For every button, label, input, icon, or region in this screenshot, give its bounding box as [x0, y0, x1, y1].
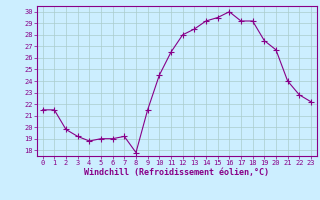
- X-axis label: Windchill (Refroidissement éolien,°C): Windchill (Refroidissement éolien,°C): [84, 168, 269, 177]
